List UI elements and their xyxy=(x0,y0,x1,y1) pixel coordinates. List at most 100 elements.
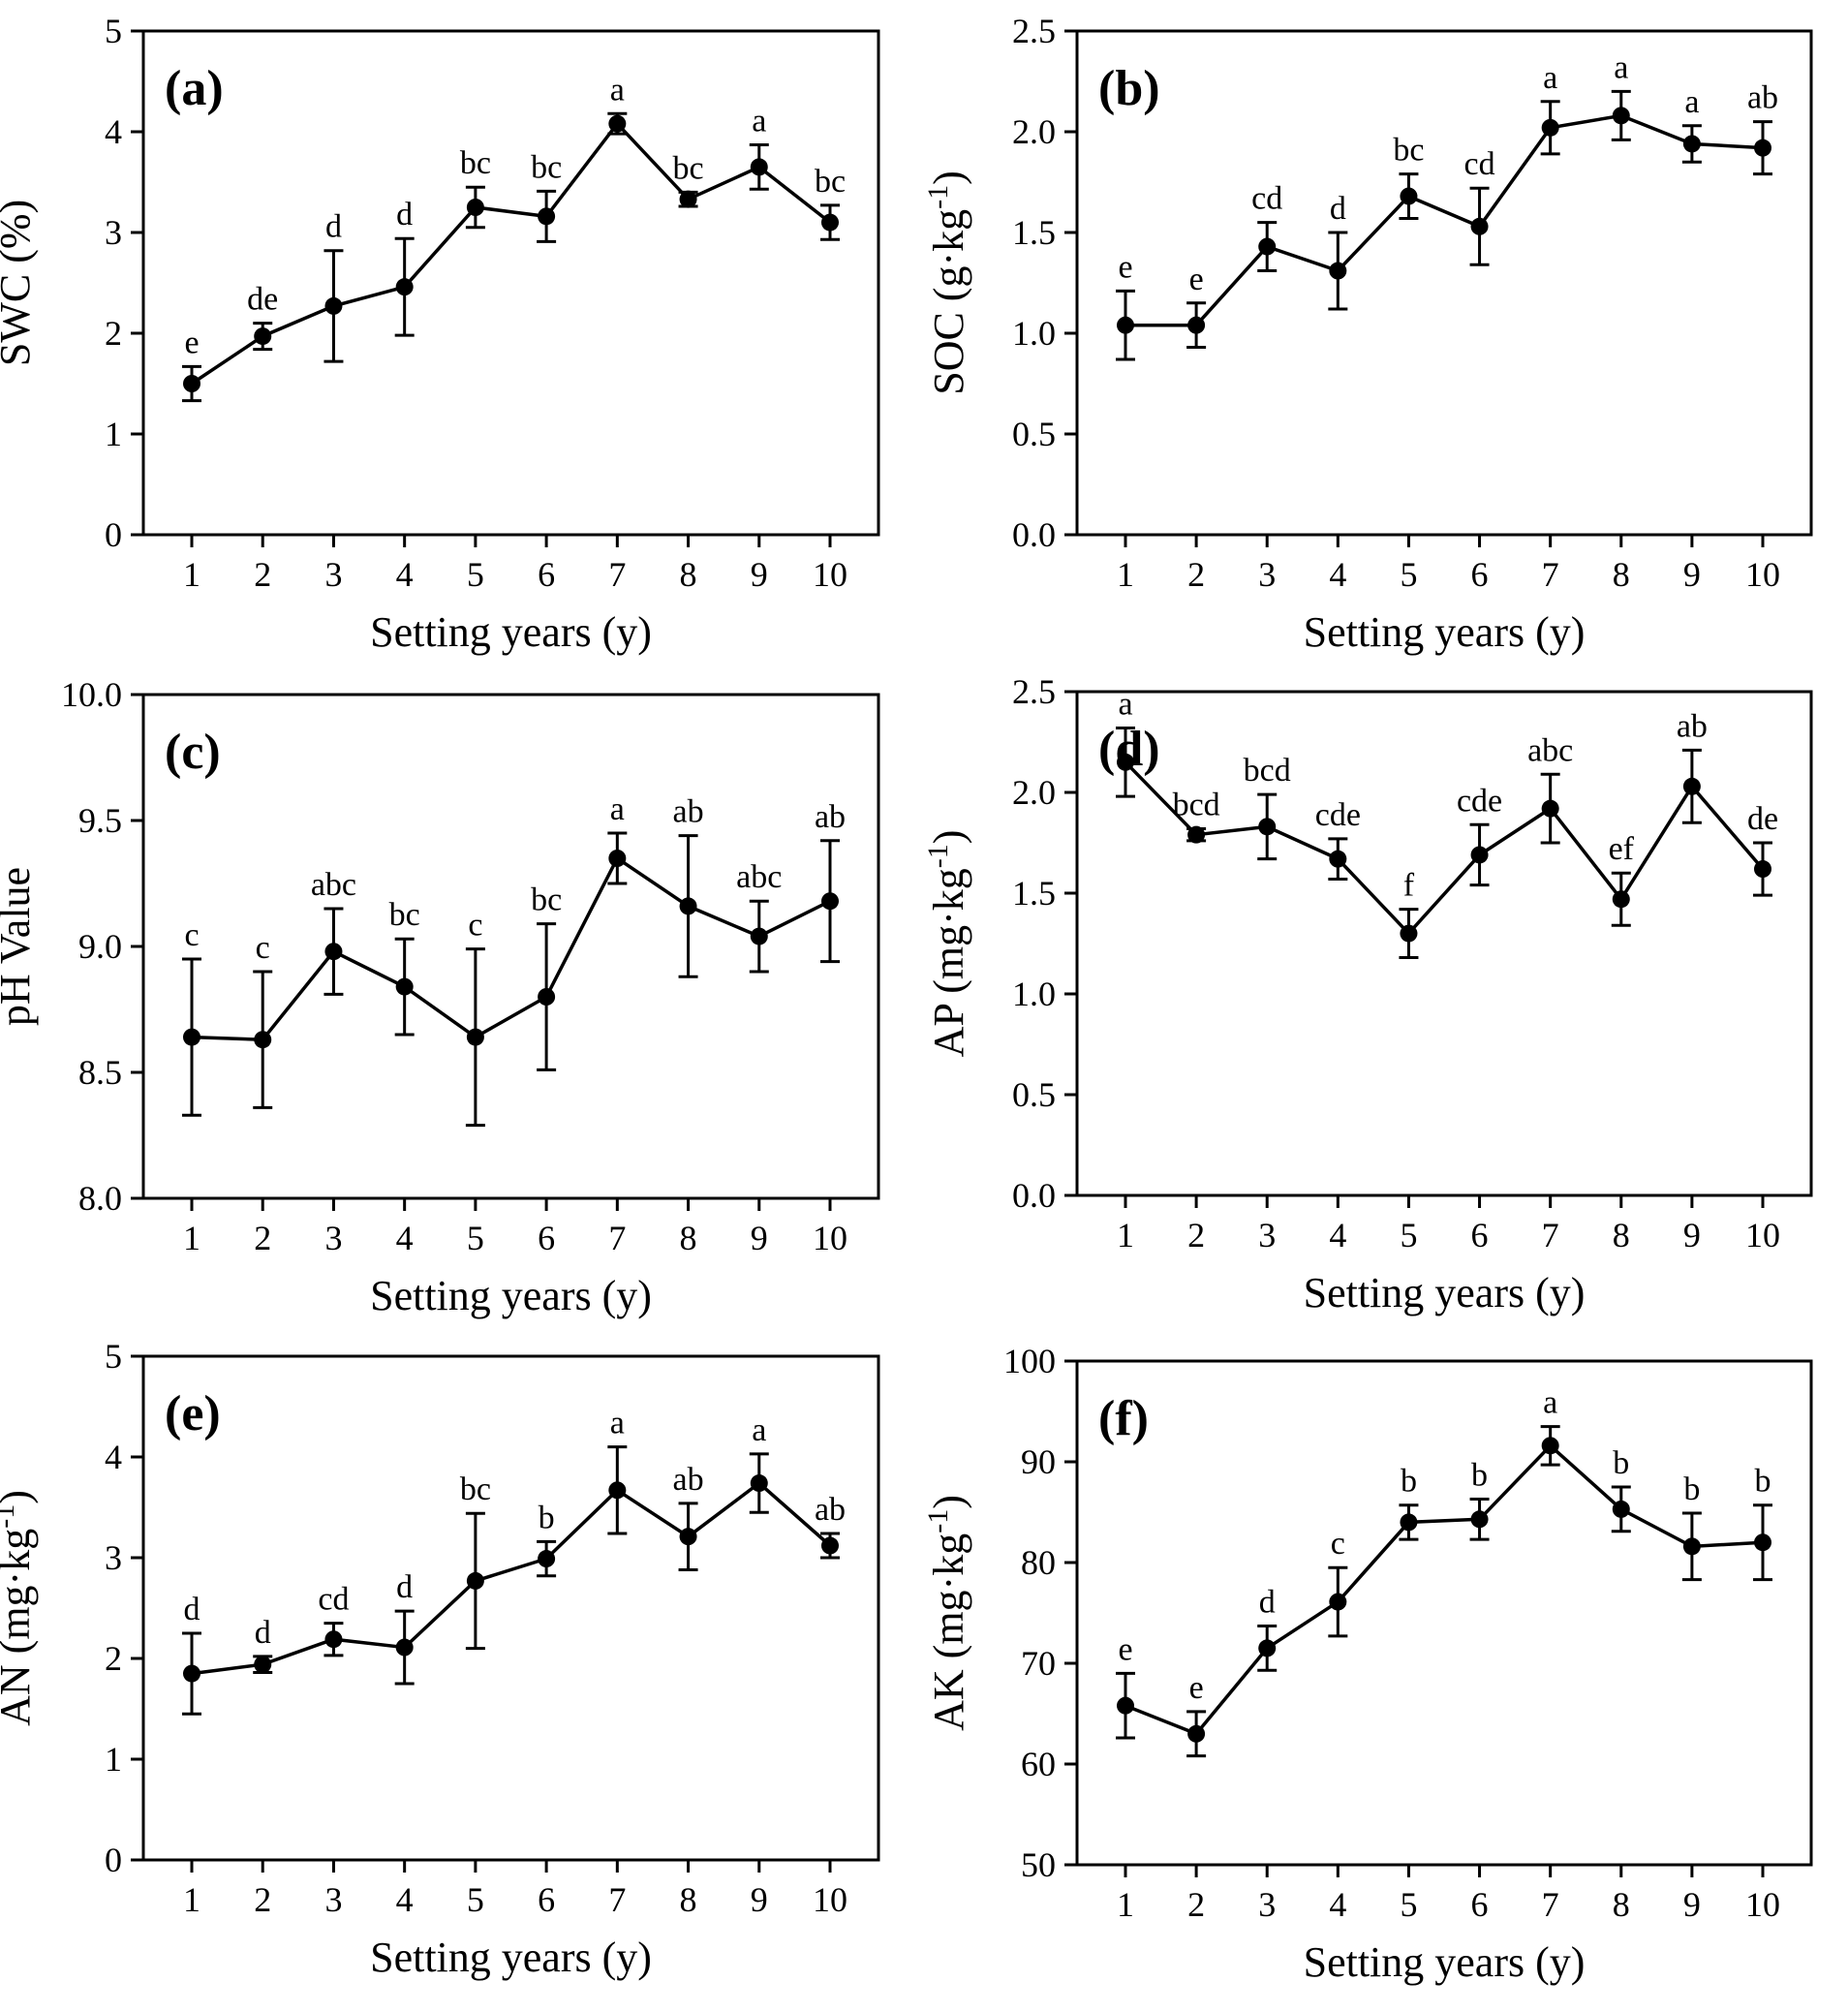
x-tick-label: 6 xyxy=(1471,555,1489,594)
significance-label: bc xyxy=(531,149,562,185)
data-point xyxy=(1682,135,1701,153)
series-line xyxy=(1124,760,1765,937)
y-tick-label: 0.5 xyxy=(1012,415,1056,453)
y-tick-label: 90 xyxy=(1021,1442,1056,1481)
y-tick-label: 100 xyxy=(1003,1342,1056,1380)
y-tick-label: 0.0 xyxy=(1012,1176,1056,1215)
plot-frame xyxy=(1075,1359,1813,1867)
significance-label: cd xyxy=(1251,181,1282,217)
significance-label: d xyxy=(1259,1585,1276,1621)
x-tick-label: 4 xyxy=(1329,1216,1346,1254)
data-point xyxy=(1470,1510,1489,1529)
x-tick-label: 2 xyxy=(1187,1885,1205,1924)
y-tick-label: 9.5 xyxy=(78,801,122,840)
y-tick-label: 1.0 xyxy=(1012,975,1056,1013)
significance-label: a xyxy=(752,1412,766,1448)
y-tick-label: 2.0 xyxy=(1012,773,1056,812)
data-point xyxy=(1117,1696,1134,1715)
x-tick-label: 6 xyxy=(538,1880,555,1919)
data-point xyxy=(254,327,272,346)
x-tick-label: 10 xyxy=(813,555,847,594)
significance-label: b xyxy=(1683,1471,1700,1507)
y-tick-label: 3 xyxy=(105,213,122,252)
data-point xyxy=(324,1630,343,1649)
x-tick-label: 6 xyxy=(538,1219,555,1257)
significance-label: a xyxy=(752,104,766,139)
x-tick-label: 1 xyxy=(1117,1216,1134,1254)
y-tick-label: 5 xyxy=(105,1337,122,1376)
significance-label: bc xyxy=(673,150,704,186)
chart-panel-e: 0 1 2 3 4 5 1 2 3 4 5 6 7 8 9 10 Setting years (y) AN (mg… xyxy=(0,1337,880,1981)
x-tick-label: 8 xyxy=(680,555,697,594)
significance-label: cde xyxy=(1315,797,1361,833)
y-axis-title: AK (mg·kg-1) xyxy=(922,1495,972,1731)
data-point xyxy=(608,850,627,867)
data-point xyxy=(750,927,768,945)
data-point xyxy=(183,1028,200,1046)
y-tick-label: 5 xyxy=(105,12,122,50)
data-point xyxy=(1329,1593,1347,1611)
significance-label: e xyxy=(1189,1670,1204,1706)
x-tick-label: 1 xyxy=(183,1219,200,1257)
y-tick-label: 1.5 xyxy=(1012,874,1056,913)
data-point xyxy=(750,1474,768,1493)
x-tick-label: 3 xyxy=(324,1219,342,1257)
x-tick-label: 6 xyxy=(1471,1885,1489,1924)
significance-label: c xyxy=(1331,1526,1345,1562)
significance-label: ab xyxy=(815,799,846,835)
x-tick-label: 10 xyxy=(813,1219,847,1257)
x-tick-label: 10 xyxy=(1745,1216,1780,1254)
y-tick-label: 2.5 xyxy=(1012,672,1056,711)
data-point xyxy=(538,207,556,226)
x-axis-title: Setting years (y) xyxy=(1304,1938,1586,1986)
significance-label: abc xyxy=(736,859,782,895)
significance-label: bc xyxy=(460,145,491,181)
plot-frame xyxy=(1075,29,1813,537)
significance-label: bc xyxy=(1393,133,1424,169)
data-point xyxy=(1682,1537,1701,1556)
significance-label: e xyxy=(184,325,199,360)
x-tick-label: 3 xyxy=(324,1880,342,1919)
x-tick-label: 4 xyxy=(1329,1885,1346,1924)
y-tick-label: 0 xyxy=(105,515,122,554)
data-point xyxy=(750,158,768,176)
significance-label: ab xyxy=(815,1492,846,1528)
y-tick-label: 80 xyxy=(1021,1543,1056,1582)
x-tick-label: 9 xyxy=(1683,1885,1701,1924)
data-point xyxy=(1754,860,1771,879)
x-tick-label: 8 xyxy=(680,1219,697,1257)
data-point xyxy=(1682,777,1701,795)
y-tick-label: 1 xyxy=(105,1740,122,1779)
significance-label: e xyxy=(1189,262,1204,297)
x-tick-label: 2 xyxy=(1187,1216,1205,1254)
y-tick-label: 0 xyxy=(105,1841,122,1879)
x-tick-label: 7 xyxy=(1542,1885,1559,1924)
x-tick-label: 9 xyxy=(1683,555,1701,594)
data-point xyxy=(1612,890,1630,909)
significance-label: d xyxy=(325,209,342,245)
x-axis-title: Setting years (y) xyxy=(1304,608,1586,656)
x-tick-label: 8 xyxy=(1613,1885,1630,1924)
significance-label: a xyxy=(610,1406,625,1441)
y-axis-title: SWC (%) xyxy=(0,200,39,366)
y-tick-label: 2 xyxy=(105,1639,122,1678)
y-tick-label: 1 xyxy=(105,415,122,453)
x-tick-label: 1 xyxy=(1117,1885,1134,1924)
x-tick-label: 2 xyxy=(254,1219,271,1257)
data-point xyxy=(395,1638,414,1657)
plot-frame xyxy=(141,693,880,1200)
data-point xyxy=(324,296,343,315)
plot-frame xyxy=(1075,690,1813,1197)
series-line xyxy=(191,1480,832,1676)
significance-label: cde xyxy=(1457,783,1502,819)
data-point xyxy=(466,1571,484,1590)
x-tick-label: 4 xyxy=(396,1219,414,1257)
x-tick-label: 4 xyxy=(1329,555,1346,594)
plot-frame xyxy=(141,29,880,537)
data-point xyxy=(1117,316,1134,334)
data-point xyxy=(608,114,627,133)
data-point xyxy=(679,190,697,208)
y-tick-label: 1.5 xyxy=(1012,213,1056,252)
significance-label: a xyxy=(1118,686,1132,722)
